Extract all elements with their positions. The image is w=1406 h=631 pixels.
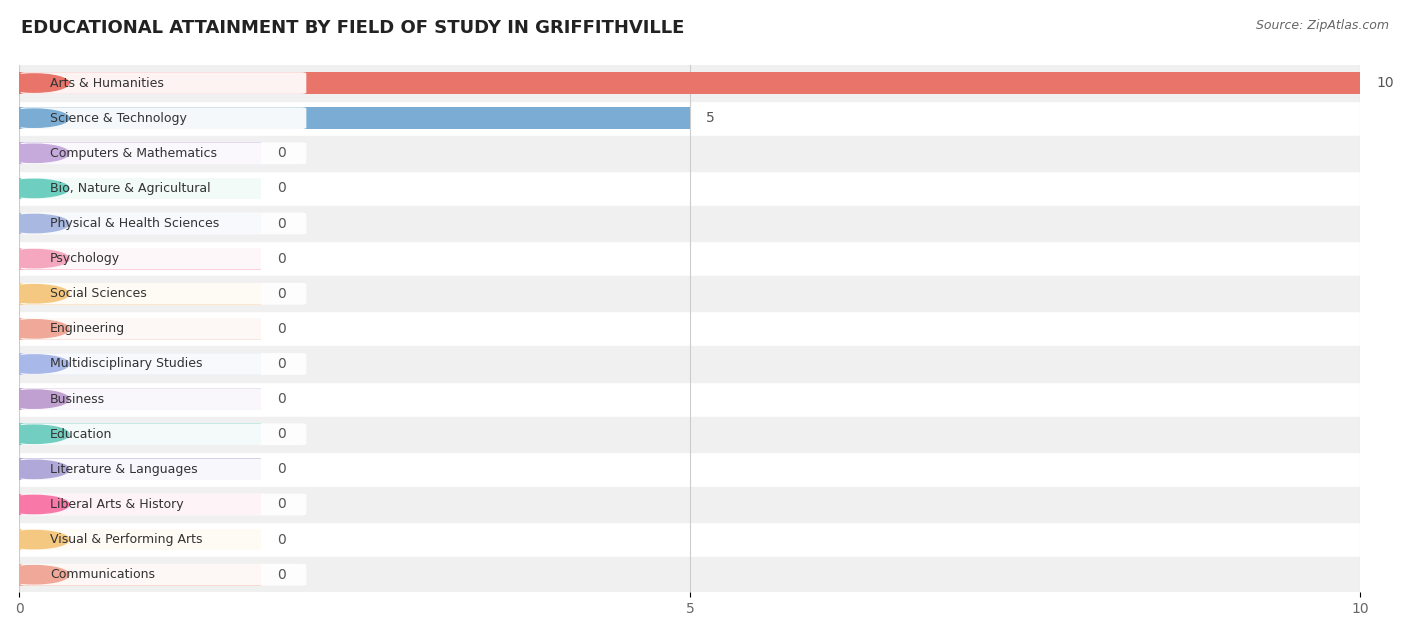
Bar bbox=[20, 487, 1360, 522]
Circle shape bbox=[0, 460, 69, 478]
Circle shape bbox=[0, 74, 69, 92]
Circle shape bbox=[0, 320, 69, 338]
Bar bbox=[20, 136, 1360, 171]
Bar bbox=[20, 493, 260, 516]
Text: Computers & Mathematics: Computers & Mathematics bbox=[51, 147, 217, 160]
FancyBboxPatch shape bbox=[21, 564, 307, 586]
FancyBboxPatch shape bbox=[21, 318, 307, 339]
Bar bbox=[20, 66, 1360, 100]
Circle shape bbox=[0, 285, 69, 303]
Text: 0: 0 bbox=[277, 181, 285, 196]
Circle shape bbox=[0, 390, 69, 408]
Bar bbox=[20, 388, 260, 410]
FancyBboxPatch shape bbox=[21, 529, 307, 550]
Text: EDUCATIONAL ATTAINMENT BY FIELD OF STUDY IN GRIFFITHVILLE: EDUCATIONAL ATTAINMENT BY FIELD OF STUDY… bbox=[21, 19, 685, 37]
Text: Engineering: Engineering bbox=[51, 322, 125, 336]
Bar bbox=[20, 557, 1360, 593]
Text: 0: 0 bbox=[277, 497, 285, 512]
FancyBboxPatch shape bbox=[21, 283, 307, 305]
FancyBboxPatch shape bbox=[21, 493, 307, 516]
Circle shape bbox=[0, 495, 69, 514]
Bar bbox=[20, 213, 260, 234]
Bar bbox=[20, 283, 260, 305]
Text: 0: 0 bbox=[277, 568, 285, 582]
Text: 5: 5 bbox=[706, 111, 714, 125]
Bar bbox=[20, 248, 260, 269]
Bar bbox=[20, 177, 260, 199]
Bar bbox=[20, 423, 260, 445]
Bar bbox=[20, 318, 260, 339]
Text: 0: 0 bbox=[277, 322, 285, 336]
Bar bbox=[20, 459, 260, 480]
Text: 0: 0 bbox=[277, 392, 285, 406]
Text: 0: 0 bbox=[277, 286, 285, 301]
Bar bbox=[20, 206, 1360, 241]
Circle shape bbox=[0, 425, 69, 444]
Text: 10: 10 bbox=[1376, 76, 1393, 90]
Text: Multidisciplinary Studies: Multidisciplinary Studies bbox=[51, 358, 202, 370]
Text: Psychology: Psychology bbox=[51, 252, 121, 265]
Text: Physical & Health Sciences: Physical & Health Sciences bbox=[51, 217, 219, 230]
Circle shape bbox=[0, 109, 69, 127]
Text: Business: Business bbox=[51, 392, 105, 406]
FancyBboxPatch shape bbox=[21, 248, 307, 269]
FancyBboxPatch shape bbox=[21, 143, 307, 164]
FancyBboxPatch shape bbox=[21, 177, 307, 199]
FancyBboxPatch shape bbox=[21, 72, 307, 94]
Text: 0: 0 bbox=[277, 146, 285, 160]
Text: Visual & Performing Arts: Visual & Performing Arts bbox=[51, 533, 202, 546]
Text: Arts & Humanities: Arts & Humanities bbox=[51, 76, 165, 90]
FancyBboxPatch shape bbox=[21, 423, 307, 445]
Text: Bio, Nature & Agricultural: Bio, Nature & Agricultural bbox=[51, 182, 211, 195]
Bar bbox=[20, 346, 1360, 382]
Circle shape bbox=[0, 565, 69, 584]
Text: Literature & Languages: Literature & Languages bbox=[51, 463, 198, 476]
Circle shape bbox=[0, 215, 69, 233]
Bar bbox=[20, 564, 260, 586]
FancyBboxPatch shape bbox=[21, 213, 307, 234]
Circle shape bbox=[0, 144, 69, 162]
Text: 0: 0 bbox=[277, 533, 285, 546]
Text: 0: 0 bbox=[277, 357, 285, 371]
Text: 0: 0 bbox=[277, 216, 285, 230]
Text: Liberal Arts & History: Liberal Arts & History bbox=[51, 498, 184, 511]
FancyBboxPatch shape bbox=[21, 353, 307, 375]
FancyBboxPatch shape bbox=[21, 459, 307, 480]
Circle shape bbox=[0, 249, 69, 268]
Bar bbox=[20, 72, 1360, 94]
Text: Communications: Communications bbox=[51, 569, 155, 581]
Text: Education: Education bbox=[51, 428, 112, 440]
Bar bbox=[20, 529, 260, 550]
Bar bbox=[20, 276, 1360, 311]
Circle shape bbox=[0, 531, 69, 549]
Bar bbox=[20, 416, 1360, 452]
Circle shape bbox=[0, 179, 69, 198]
Text: 0: 0 bbox=[277, 252, 285, 266]
Text: 0: 0 bbox=[277, 427, 285, 441]
Text: Source: ZipAtlas.com: Source: ZipAtlas.com bbox=[1256, 19, 1389, 32]
Text: Science & Technology: Science & Technology bbox=[51, 112, 187, 125]
FancyBboxPatch shape bbox=[21, 107, 307, 129]
Bar bbox=[20, 143, 260, 164]
Bar bbox=[20, 107, 690, 129]
Bar bbox=[20, 353, 260, 375]
Text: Social Sciences: Social Sciences bbox=[51, 287, 148, 300]
Text: 0: 0 bbox=[277, 463, 285, 476]
FancyBboxPatch shape bbox=[21, 388, 307, 410]
Circle shape bbox=[0, 355, 69, 373]
